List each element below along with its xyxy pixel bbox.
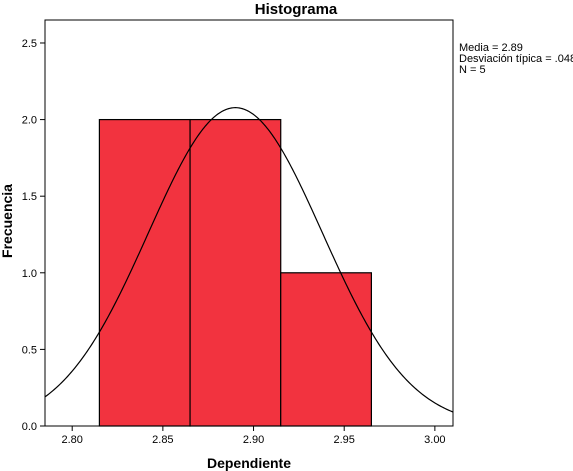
x-axis: 2.80 2.85 2.90 2.95 3.00 bbox=[61, 426, 446, 446]
y-tick-label: 2.0 bbox=[22, 115, 37, 127]
histogram-bars bbox=[98, 118, 373, 427]
chart-title: Histograma bbox=[255, 1, 338, 18]
y-tick-label: 1.5 bbox=[22, 191, 37, 203]
x-tick-label: 2.95 bbox=[333, 434, 354, 446]
x-tick-label: 2.80 bbox=[61, 434, 82, 446]
x-tick-label: 2.90 bbox=[243, 434, 264, 446]
x-tick-label: 3.00 bbox=[424, 434, 445, 446]
stats-line: Desviación típica = .048 bbox=[459, 53, 573, 65]
normal-curve bbox=[44, 107, 454, 413]
y-tick-label: 1.0 bbox=[22, 268, 37, 280]
y-axis-label: Frecuencia bbox=[0, 184, 15, 258]
y-tick-label: 2.5 bbox=[22, 38, 37, 50]
y-tick-label: 0.5 bbox=[22, 344, 37, 356]
x-tick-label: 2.85 bbox=[152, 434, 173, 446]
y-axis: 0.0 0.5 1.0 1.5 2.0 2.5 bbox=[22, 38, 45, 433]
histogram-bar-1 bbox=[98, 118, 191, 427]
y-tick-label: 0.0 bbox=[22, 421, 37, 433]
x-axis-label: Dependiente bbox=[207, 455, 291, 471]
histogram-bar-3 bbox=[280, 272, 373, 427]
histogram-bar-2 bbox=[189, 118, 282, 427]
stats-line: Media = 2.89 bbox=[459, 42, 523, 54]
stats-line: N = 5 bbox=[459, 64, 486, 76]
